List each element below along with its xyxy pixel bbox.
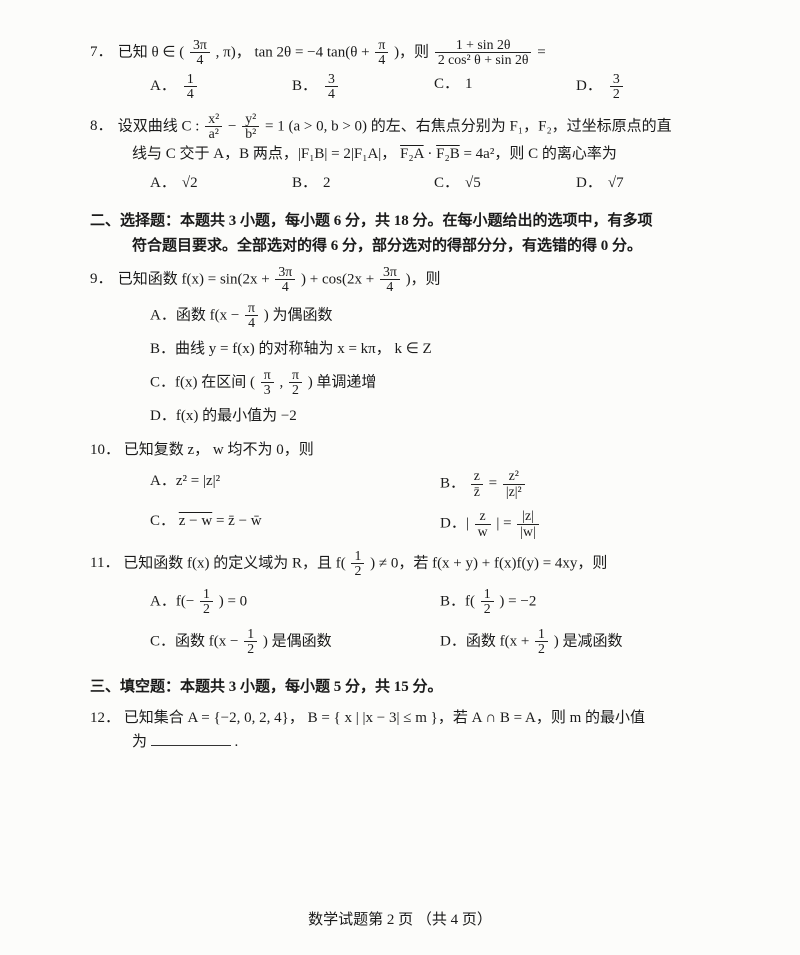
q8-frac2: y²b² (242, 112, 259, 142)
q8-opt-b: B．2 (292, 171, 362, 196)
q8-line2: 线与 C 交于 A，B 两点，|F₁B| = 2|F₁A|， (132, 146, 396, 162)
qnum-9: 9． (90, 267, 114, 292)
q12-blank (151, 730, 231, 746)
q9-opt-c: C．f(x) 在区间 ( π3 , π2 ) 单调递增 (150, 368, 730, 398)
q7-opt-b: B．34 (292, 72, 362, 102)
q7-opt-a: A．14 (150, 72, 220, 102)
q9-opt-b: B．曲线 y = f(x) 的对称轴为 x = kπ， k ∈ Z (150, 337, 730, 362)
q8-opt-d: D．√7 (576, 171, 646, 196)
question-12: 12． 已知集合 A = {−2, 0, 2, 4}， B = { x | |x… (90, 706, 730, 756)
q11-opt-d: D．函数 f(x + 12 ) 是减函数 (440, 627, 730, 657)
q7-opt-d: D．32 (576, 72, 646, 102)
q12-stem: 已知集合 A = {−2, 0, 2, 4}， B = { x | |x − 3… (124, 710, 645, 726)
q10-row1: A．z² = |z|² B． zz̄ = z²|z|² (150, 469, 730, 499)
exam-page: 7． 已知 θ ∈ ( 3π4 , π)， tan 2θ = −4 tan(θ … (0, 0, 800, 955)
q10-opt-a: A．z² = |z|² (150, 469, 440, 499)
q8-dot: · (427, 146, 436, 162)
q11-opt-c: C．函数 f(x − 12 ) 是偶函数 (150, 627, 440, 657)
q7-stem-b: , π)， tan 2θ = −4 tan(θ + (216, 44, 374, 60)
q11-row2: C．函数 f(x − 12 ) 是偶函数 D．函数 f(x + 12 ) 是减函… (150, 627, 730, 657)
q9-stem-b: ) + cos(2x + (301, 271, 378, 287)
q7-frac2: π4 (375, 38, 388, 68)
q12-line2: 为 . (132, 730, 730, 755)
q11-stem-b: ) ≠ 0，若 f(x + y) + f(x)f(y) = 4xy，则 (370, 555, 607, 571)
q7-options: A．14 B．34 C．1 D．32 (150, 72, 730, 102)
question-9: 9． 已知函数 f(x) = sin(2x + 3π4 ) + cos(2x +… (90, 265, 730, 428)
qnum-7: 7． (90, 40, 114, 65)
q7-stem-a: 已知 θ ∈ ( (118, 44, 185, 60)
q11-frac: 12 (351, 549, 364, 579)
qnum-12: 12． (90, 706, 120, 731)
q7-frac1: 3π4 (190, 38, 210, 68)
qnum-8: 8． (90, 114, 114, 139)
section-3-title: 三、填空题：本题共 3 小题，每小题 5 分，共 15 分。 (90, 675, 730, 700)
q8-line2b: = 4a²，则 C 的离心率为 (463, 146, 616, 162)
q8-opt-a: A．√2 (150, 171, 220, 196)
q8-line1a: 设双曲线 C : (118, 118, 203, 134)
q10-stem: 已知复数 z， w 均不为 0，则 (124, 442, 314, 458)
q11-opt-b: B．f( 12 ) = −2 (440, 587, 730, 617)
q8-line2-wrap: 线与 C 交于 A，B 两点，|F₁B| = 2|F₁A|， F₂A · F₂B… (132, 142, 730, 167)
q8-frac1: x²a² (205, 112, 222, 142)
q9-f2: 3π4 (380, 265, 400, 295)
question-8: 8． 设双曲线 C : x²a² − y²b² = 1 (a > 0, b > … (90, 112, 730, 195)
q8-opt-c: C．√5 (434, 171, 504, 196)
q9-opt-d: D．f(x) 的最小值为 −2 (150, 404, 730, 429)
question-11: 11． 已知函数 f(x) 的定义域为 R，且 f( 12 ) ≠ 0，若 f(… (90, 549, 730, 657)
q10-opt-c: C． z − w = z̄ − w̄ (150, 509, 440, 539)
q7-stem-c: )，则 (394, 44, 433, 60)
page-footer: 数学试题第 2 页 （共 4 页） (0, 908, 800, 933)
q8-minus: − (228, 118, 240, 134)
q7-stem-d: = (537, 44, 545, 60)
question-10: 10． 已知复数 z， w 均不为 0，则 A．z² = |z|² B． zz̄… (90, 438, 730, 539)
q7-opt-c: C．1 (434, 72, 504, 102)
q8-line1b: = 1 (a > 0, b > 0) 的左、右焦点分别为 F₁，F₂，过坐标原点… (265, 118, 672, 134)
q9-f1: 3π4 (275, 265, 295, 295)
q10-opt-b: B． zz̄ = z²|z|² (440, 469, 730, 499)
q11-stem-a: 已知函数 f(x) 的定义域为 R，且 f( (123, 555, 345, 571)
q9-stem-c: )，则 (406, 271, 441, 287)
q8-vec1: F₂A (400, 146, 424, 162)
q8-vec2: F₂B (436, 146, 460, 162)
q7-bigfrac: 1 + sin 2θ2 cos² θ + sin 2θ (435, 38, 532, 68)
qnum-10: 10． (90, 438, 120, 463)
q10-opt-d: D．| zw | = |z||w| (440, 509, 730, 539)
q8-options: A．√2 B．2 C．√5 D．√7 (150, 171, 730, 196)
q10-row2: C． z − w = z̄ − w̄ D．| zw | = |z||w| (150, 509, 730, 539)
q9-stem-a: 已知函数 f(x) = sin(2x + (118, 271, 274, 287)
q9-opt-a: A．函数 f(x − π4 ) 为偶函数 (150, 301, 730, 331)
question-7: 7． 已知 θ ∈ ( 3π4 , π)， tan 2θ = −4 tan(θ … (90, 38, 730, 102)
section-2-title: 二、选择题：本题共 3 小题，每小题 6 分，共 18 分。在每小题给出的选项中… (90, 209, 730, 259)
qnum-11: 11． (90, 551, 119, 576)
q11-opt-a: A．f(− 12 ) = 0 (150, 587, 440, 617)
q11-row1: A．f(− 12 ) = 0 B．f( 12 ) = −2 (150, 587, 730, 617)
